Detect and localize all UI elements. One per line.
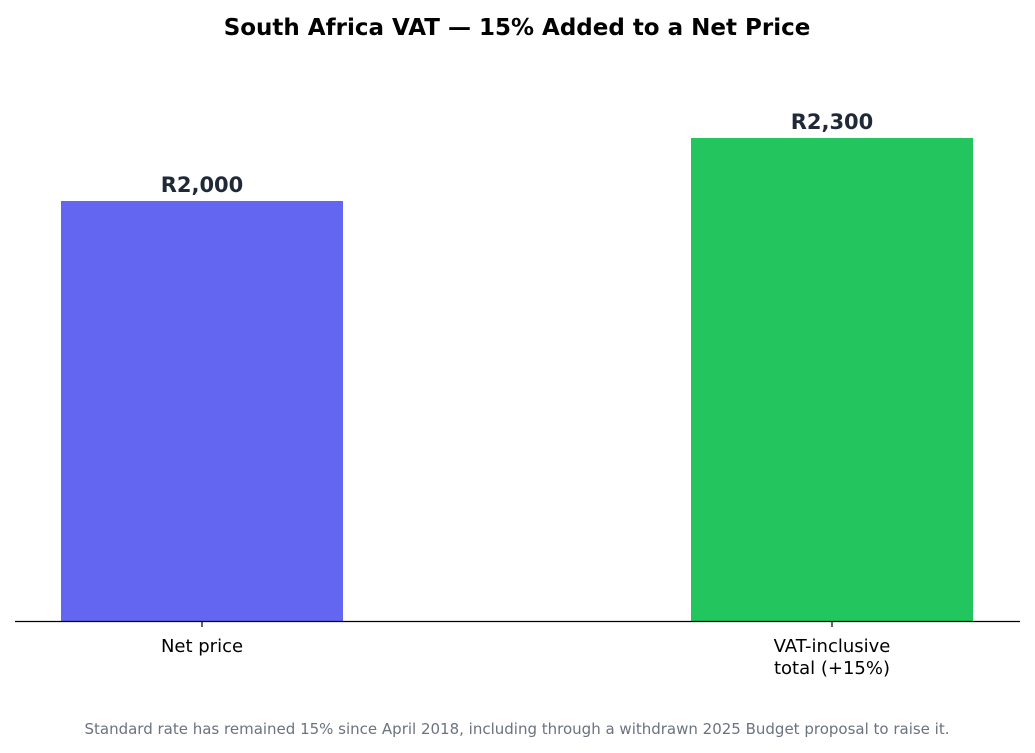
bars-layer: R2,000 R2,300	[61, 110, 973, 621]
x-tick-label-2: VAT-inclusive total (+15%)	[774, 636, 891, 679]
bar-value-label-2: R2,300	[791, 110, 874, 134]
bar-2	[691, 138, 973, 621]
bar-value-label-1: R2,000	[161, 173, 244, 197]
bar-1	[61, 201, 343, 621]
x-ticks-layer: Net price VAT-inclusive total (+15%)	[161, 621, 891, 679]
chart-title: South Africa VAT — 15% Added to a Net Pr…	[224, 15, 811, 41]
x-tick-label-1: Net price	[161, 636, 243, 657]
chart-footnote: Standard rate has remained 15% since Apr…	[84, 720, 949, 738]
